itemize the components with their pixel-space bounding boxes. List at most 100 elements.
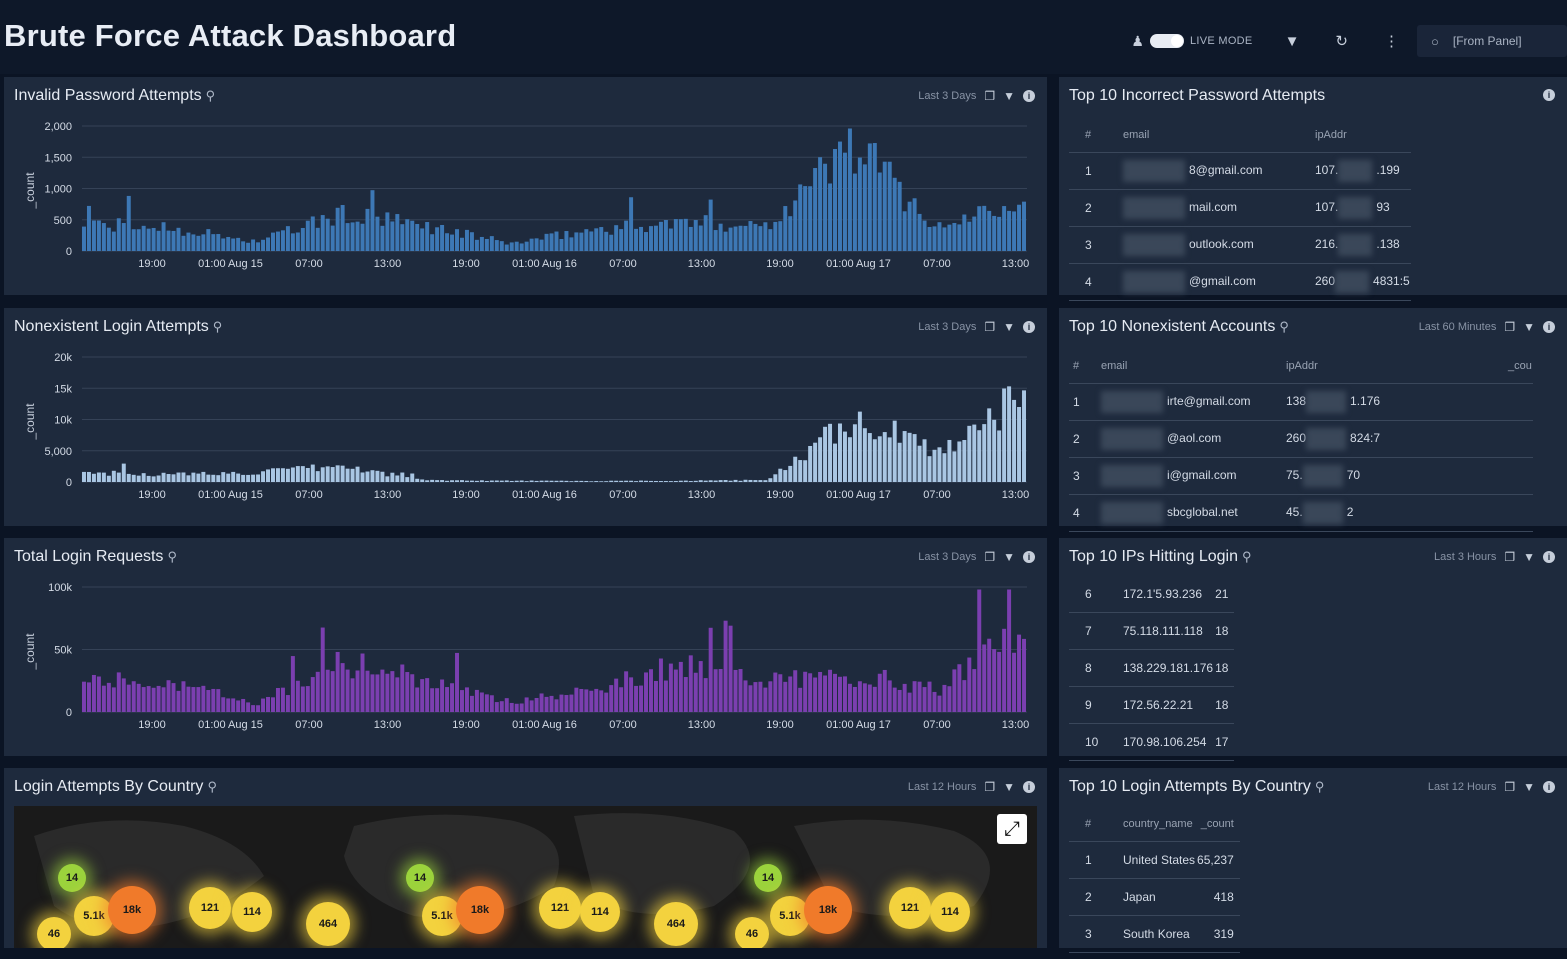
chart-bar (236, 700, 241, 712)
map-cluster-bubble[interactable]: 14 (406, 864, 434, 892)
search-icon[interactable]: ⚲ (167, 549, 177, 564)
email-value: i@gmail.com (1167, 468, 1237, 483)
map-cluster-bubble[interactable]: 18k (108, 886, 156, 934)
map-cluster-bubble[interactable]: 121 (189, 887, 231, 929)
copy-icon[interactable]: ❐ (984, 89, 996, 103)
map-cluster-bubble[interactable]: 121 (539, 887, 581, 929)
column-header[interactable]: email (1122, 117, 1314, 153)
filter-icon[interactable]: ▼ (1003, 780, 1015, 794)
live-mode-toggle[interactable] (1149, 34, 1184, 48)
table-row[interactable]: 6 172.1'5.93.236 21 (1069, 576, 1235, 613)
copy-icon[interactable]: ❐ (984, 320, 996, 334)
table-row[interactable]: 9 172.56.22.21 18 (1069, 686, 1235, 724)
info-icon[interactable]: i (1023, 781, 1035, 793)
map-cluster-bubble[interactable]: 464 (654, 902, 698, 946)
info-icon[interactable]: i (1023, 551, 1035, 563)
column-header[interactable]: ipAddr (1314, 117, 1411, 153)
redacted-block (1123, 271, 1185, 293)
chart-bar (390, 472, 395, 482)
search-icon[interactable]: ⚲ (212, 319, 223, 334)
table-row[interactable]: 3 outlook.com 216. .138 (1069, 226, 1411, 264)
chart-bar (136, 475, 141, 482)
chart-bar (793, 670, 798, 712)
chart-bar (768, 229, 773, 251)
chart-bar (823, 426, 828, 482)
column-header[interactable]: _cou (1507, 348, 1533, 384)
table-row[interactable]: 1 irte@gmail.com 138 1.176 (1069, 383, 1533, 421)
chart-bar (295, 466, 300, 482)
copy-icon[interactable]: ❐ (1504, 550, 1516, 564)
copy-icon[interactable]: ❐ (1504, 320, 1516, 334)
map-cluster-bubble[interactable]: 5.1k (770, 896, 810, 936)
user-icon[interactable]: ♟ (1131, 32, 1144, 49)
map-cluster-bubble[interactable]: 5.1k (74, 896, 114, 936)
info-icon[interactable]: i (1023, 90, 1035, 102)
column-header[interactable]: _count (1196, 806, 1240, 842)
chart-bar (579, 688, 584, 712)
column-header[interactable]: # (1069, 117, 1122, 153)
chart-bar (300, 686, 305, 712)
map-cluster-bubble[interactable]: 14 (754, 864, 782, 892)
filter-icon[interactable]: ▼ (1003, 550, 1015, 564)
search-icon[interactable]: ⚲ (205, 88, 216, 103)
column-header[interactable]: email (1100, 348, 1285, 384)
map-cluster-bubble[interactable]: 46 (37, 917, 71, 948)
table-row[interactable]: 1 8@gmail.com 107. .199 (1069, 152, 1411, 190)
chart-bar (932, 449, 937, 482)
map-cluster-bubble[interactable]: 114 (930, 892, 970, 932)
info-icon[interactable]: i (1543, 89, 1555, 101)
search-icon[interactable]: ⚲ (1314, 779, 1325, 794)
map-cluster-bubble[interactable]: 18k (456, 886, 504, 934)
info-icon[interactable]: i (1543, 321, 1555, 333)
filter-icon[interactable]: ▼ (1523, 780, 1535, 794)
column-header[interactable]: # (1069, 348, 1100, 384)
table-row[interactable]: 7 75.118.111.118 18 (1069, 612, 1235, 650)
map-cluster-bubble[interactable]: 121 (889, 887, 931, 929)
table-row[interactable]: 4 sbcglobal.net 45. 2 (1069, 494, 1533, 532)
copy-icon[interactable]: ❐ (1504, 780, 1516, 794)
table-row[interactable]: 2 @aol.com 260 824:7 (1069, 420, 1533, 458)
table-row[interactable]: 1 United States 65,237 (1069, 841, 1240, 879)
table-row[interactable]: 8 138.229.181.176 18 (1069, 649, 1235, 687)
info-icon[interactable]: i (1543, 551, 1555, 563)
copy-icon[interactable]: ❐ (984, 550, 996, 564)
filter-icon[interactable]: ▼ (1284, 32, 1300, 50)
search-icon[interactable]: ⚲ (207, 779, 217, 794)
table-row[interactable]: 10 170.98.106.254 17 (1069, 723, 1235, 761)
table-row[interactable]: 3 i@gmail.com 75. 70 (1069, 457, 1533, 495)
email-value: 8@gmail.com (1189, 163, 1263, 178)
chart-bar (917, 213, 922, 251)
chart-bar (504, 698, 509, 712)
world-map[interactable]: ⤢ 14 5.1k 18k 121 114 464 46 14 5.1k 18k 121 114 464… (14, 806, 1037, 948)
fullscreen-icon[interactable]: ⤢ (997, 814, 1027, 844)
table-row[interactable]: 2 Japan 418 (1069, 878, 1240, 916)
copy-icon[interactable]: ❐ (984, 780, 996, 794)
filter-icon[interactable]: ▼ (1523, 550, 1535, 564)
refresh-icon[interactable]: ↻ (1335, 33, 1348, 50)
chart-bar (788, 465, 793, 482)
table-row[interactable]: 3 South Korea 319 (1069, 915, 1240, 953)
column-header[interactable]: country_name (1122, 806, 1197, 842)
column-header[interactable]: # (1069, 806, 1122, 842)
search-icon[interactable]: ⚲ (1242, 549, 1252, 564)
table-row[interactable]: 2 mail.com 107. 93 (1069, 189, 1411, 227)
filter-icon[interactable]: ▼ (1003, 89, 1015, 103)
map-cluster-bubble[interactable]: 5.1k (422, 896, 462, 936)
map-cluster-bubble[interactable]: 46 (735, 917, 769, 948)
chart-bar (529, 700, 534, 712)
chart-bar (395, 677, 400, 712)
map-cluster-bubble[interactable]: 14 (58, 864, 86, 892)
filter-icon[interactable]: ▼ (1003, 320, 1015, 334)
filter-icon[interactable]: ▼ (1523, 320, 1535, 334)
map-cluster-bubble[interactable]: 114 (232, 892, 272, 932)
table-row[interactable]: 4 @gmail.com 260 4831:5 (1069, 263, 1411, 301)
info-icon[interactable]: i (1543, 781, 1555, 793)
column-header[interactable]: ipAddr (1285, 348, 1507, 384)
search-icon[interactable]: ⚲ (1279, 319, 1289, 334)
map-cluster-bubble[interactable]: 464 (306, 902, 350, 946)
info-icon[interactable]: i (1023, 321, 1035, 333)
time-range-selector[interactable]: ○ [From Panel] (1417, 25, 1567, 57)
map-cluster-bubble[interactable]: 18k (804, 886, 852, 934)
more-menu-icon[interactable]: ⋮ (1384, 33, 1399, 50)
map-cluster-bubble[interactable]: 114 (580, 892, 620, 932)
